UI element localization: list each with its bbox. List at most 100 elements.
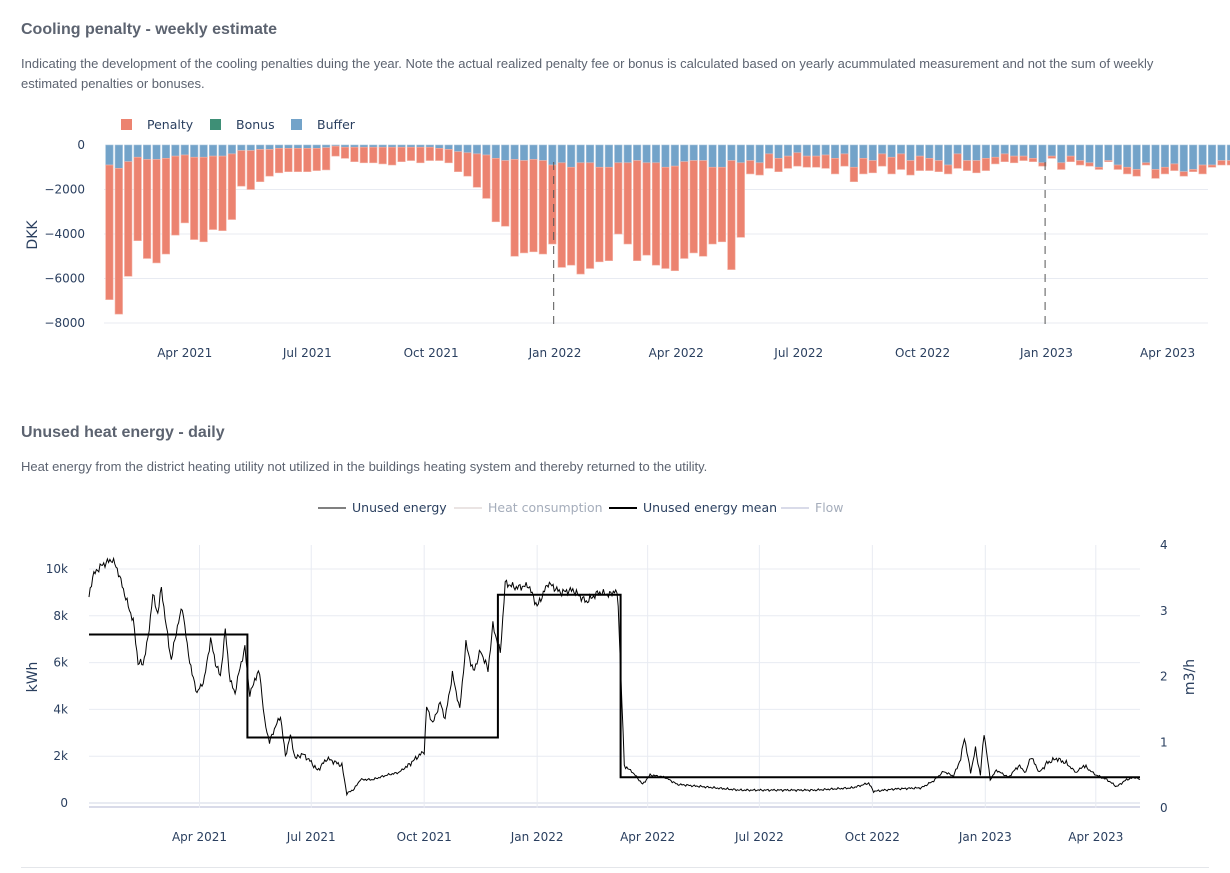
bar-week[interactable] [774, 144, 783, 172]
bar-week[interactable] [585, 144, 595, 269]
bar-week[interactable] [708, 144, 717, 245]
bar-week[interactable] [161, 144, 171, 255]
bar-week[interactable] [1217, 144, 1226, 166]
bar-week[interactable] [190, 144, 199, 240]
bar-week[interactable] [171, 144, 180, 236]
bar-week[interactable] [265, 144, 274, 177]
bar-week[interactable] [256, 144, 265, 183]
bar-week[interactable] [425, 144, 434, 161]
bar-week[interactable] [642, 144, 651, 256]
bar-week[interactable] [981, 144, 990, 171]
bar-week[interactable] [1094, 144, 1104, 170]
bar-week[interactable] [1226, 144, 1230, 166]
bar-week[interactable] [501, 144, 510, 227]
bar-week[interactable] [529, 144, 538, 253]
bar-week[interactable] [1028, 144, 1038, 162]
bar-week[interactable] [840, 144, 849, 167]
bar-week[interactable] [1207, 144, 1217, 168]
bar-week[interactable] [651, 144, 661, 266]
bar-week[interactable] [812, 144, 821, 168]
bar-week[interactable] [538, 144, 547, 255]
bar-week[interactable] [868, 144, 877, 174]
bar-week[interactable] [746, 144, 755, 175]
bar-week[interactable] [1038, 144, 1047, 167]
bar-week[interactable] [463, 144, 472, 177]
bar-week[interactable] [284, 144, 293, 173]
bar-week[interactable] [548, 144, 557, 245]
legend-item-bonus[interactable]: Bonus [210, 117, 275, 132]
bar-week[interactable] [1019, 144, 1028, 161]
bar-week[interactable] [604, 144, 613, 261]
bar-week[interactable] [878, 144, 887, 167]
bar-week[interactable] [567, 144, 576, 266]
bar-week[interactable] [1076, 144, 1085, 166]
bar-week[interactable] [1151, 144, 1160, 179]
bar-week[interactable] [218, 144, 227, 231]
bar-week[interactable] [124, 144, 133, 277]
bar-week[interactable] [274, 144, 284, 174]
bar-week[interactable] [670, 144, 679, 272]
bar-week[interactable] [1000, 144, 1009, 162]
bar-week[interactable] [208, 144, 218, 230]
bar-week[interactable] [114, 144, 123, 315]
bar-week[interactable] [1198, 144, 1207, 175]
bar-week[interactable] [491, 144, 500, 223]
bar-week[interactable] [152, 144, 161, 264]
bar-week[interactable] [953, 144, 962, 169]
bar-week[interactable] [1189, 144, 1198, 172]
legend-item-penalty[interactable]: Penalty [121, 117, 194, 132]
bar-week[interactable] [802, 144, 811, 168]
bar-week[interactable] [906, 144, 915, 176]
bar-week[interactable] [821, 144, 830, 169]
bar-week[interactable] [1047, 144, 1056, 159]
bar-week[interactable] [350, 144, 359, 162]
bar-week[interactable] [444, 144, 453, 164]
bar-week[interactable] [388, 144, 397, 166]
bar-week[interactable] [510, 144, 519, 257]
bar-week[interactable] [199, 144, 208, 243]
bar-week[interactable] [915, 144, 924, 171]
bar-week[interactable] [1160, 144, 1169, 175]
legend-item-unused-energy-mean[interactable]: Unused energy mean [609, 500, 777, 515]
bar-week[interactable] [369, 144, 378, 164]
bar-week[interactable] [435, 144, 444, 161]
bar-week[interactable] [614, 144, 623, 235]
bar-week[interactable] [783, 144, 793, 169]
bar-week[interactable] [755, 144, 764, 176]
bar-week[interactable] [133, 144, 142, 241]
bar-week[interactable] [859, 144, 868, 175]
bar-week[interactable] [887, 144, 896, 175]
bar-week[interactable] [576, 144, 585, 275]
bar-week[interactable] [303, 144, 312, 173]
legend-item-unused-energy[interactable]: Unused energy [318, 500, 447, 515]
bar-week[interactable] [557, 144, 566, 268]
bar-week[interactable] [331, 144, 340, 157]
bar-week[interactable] [1141, 144, 1151, 166]
bar-week[interactable] [472, 144, 482, 188]
bar-week[interactable] [849, 144, 858, 183]
bar-week[interactable] [623, 144, 632, 245]
bar-week[interactable] [1132, 144, 1141, 177]
bar-week[interactable] [944, 144, 953, 175]
bar-week[interactable] [454, 144, 463, 172]
bar-week[interactable] [293, 144, 302, 173]
bar-week[interactable] [934, 144, 943, 173]
bar-week[interactable] [416, 144, 425, 164]
bar-week[interactable] [991, 144, 1000, 165]
bar-week[interactable] [633, 144, 642, 262]
bar-week[interactable] [378, 144, 387, 165]
bar-week[interactable] [972, 144, 981, 174]
bar-week[interactable] [1085, 144, 1094, 167]
bar-week[interactable] [227, 144, 236, 220]
bar-week[interactable] [180, 144, 189, 224]
bar-week[interactable] [925, 144, 934, 171]
bar-week[interactable] [1170, 144, 1179, 171]
legend-item-flow[interactable]: Flow [781, 500, 844, 515]
bar-week[interactable] [717, 144, 727, 243]
bar-week[interactable] [105, 144, 114, 300]
bar-week[interactable] [143, 144, 152, 259]
legend-item-heat-consumption[interactable]: Heat consumption [454, 500, 603, 515]
bar-week[interactable] [246, 144, 255, 190]
bar-week[interactable] [482, 144, 491, 199]
bar-week[interactable] [1066, 144, 1075, 162]
